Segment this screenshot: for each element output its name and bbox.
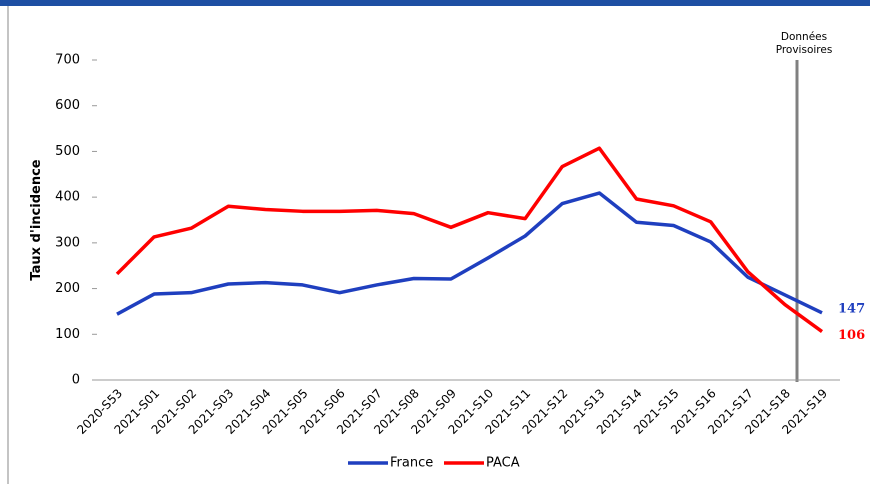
series-line: [115, 146, 824, 333]
y-tick-label: 700: [55, 53, 80, 68]
legend-label: PACA: [486, 456, 520, 471]
y-tick-label: 400: [55, 190, 80, 205]
legend-label: France: [390, 456, 433, 471]
data-label: 147: [838, 301, 865, 316]
data-label: 106: [838, 328, 865, 343]
top-bar: [0, 0, 870, 6]
y-tick-label: 300: [55, 235, 80, 250]
y-tick-label: 600: [55, 98, 80, 113]
y-tick-label: 0: [72, 373, 80, 388]
series-line: [116, 191, 823, 316]
y-axis-label: Taux d'incidence: [29, 159, 44, 280]
annotation: Données Provisoires: [775, 31, 833, 56]
y-tick-label: 200: [55, 281, 80, 296]
y-tick-label: 100: [55, 327, 80, 342]
y-tick-label: 500: [55, 144, 80, 159]
